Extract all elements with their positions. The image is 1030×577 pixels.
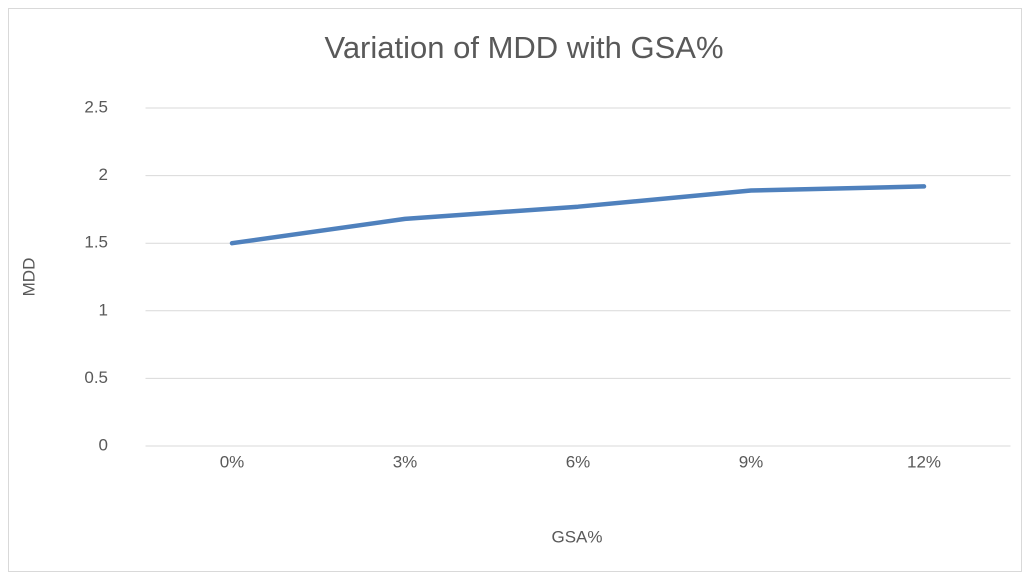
chart-title: Variation of MDD with GSA% [324,30,723,65]
x-tick-label: 0% [220,452,245,471]
x-tick-label: 3% [393,452,418,471]
x-tick-label: 12% [907,452,941,471]
x-tick-label: 6% [566,452,591,471]
x-axis-label: GSA% [551,527,602,546]
y-tick-label: 1 [99,300,108,319]
x-tick-label: 9% [739,452,764,471]
y-tick-label: 0 [99,435,108,454]
chart-border [8,8,1022,572]
y-tick-label: 1.5 [84,233,108,252]
y-tick-label: 2.5 [84,97,108,116]
y-axis-label: MDD [19,258,38,297]
data-line [229,184,927,246]
y-tick-label: 2 [99,165,108,184]
y-tick-label: 0.5 [84,368,108,387]
